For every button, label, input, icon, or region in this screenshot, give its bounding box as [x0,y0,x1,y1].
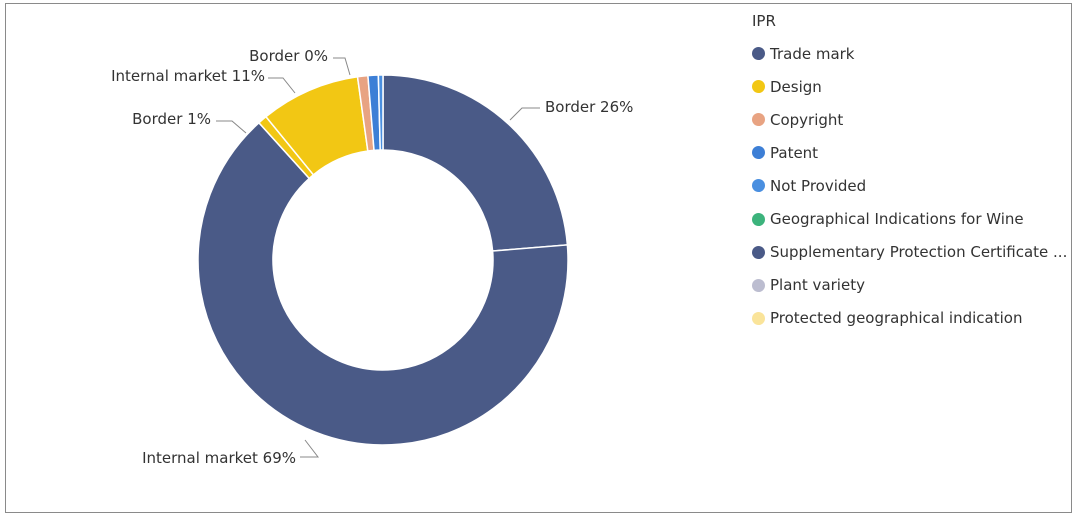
donut-slice-0[interactable] [382,74,569,252]
legend-item-label: Plant variety [770,276,865,295]
legend-item-label: Geographical Indications for Wine [770,210,1024,229]
slice-label-0: Border 26% [545,98,633,116]
leader-line-3 [268,77,296,94]
legend-marker-icon [752,311,765,325]
legend-item-3[interactable]: Patent [752,136,1067,169]
slice-label-2: Border 1% [132,110,211,128]
slice-label-1: Internal market 69% [142,449,296,467]
legend-item-5[interactable]: Geographical Indications for Wine [752,202,1067,235]
donut-chart: Border 26% Internal market 69% Border 1% In… [111,47,633,467]
legend-marker-icon [752,179,765,193]
legend-marker-icon [752,146,765,160]
leader-line-0 [509,107,540,121]
donut-slice-6[interactable] [377,74,384,151]
legend-item-label: Design [770,77,822,96]
legend-item-0[interactable]: Trade mark [752,37,1067,70]
legend-marker-icon [752,113,765,127]
legend-title: IPR [752,12,776,30]
legend-item-label: Trade mark [770,44,855,63]
legend-marker-icon [752,278,765,292]
donut-slice-1[interactable] [197,121,569,446]
legend-item-label: Supplementary Protection Certificate ... [770,243,1068,262]
legend-item-7[interactable]: Plant variety [752,269,1067,302]
legend-item-label: Copyright [770,110,844,129]
legend-item-label: Patent [770,143,819,162]
leader-line-2 [216,120,247,134]
leader-line-1 [300,439,320,458]
legend-item-2[interactable]: Copyright [752,103,1067,136]
legend-item-label: Not Provided [770,176,867,195]
legend-marker-icon [752,80,765,94]
slice-label-3: Internal market 11% [111,67,265,85]
legend-item-8[interactable]: Protected geographical indication [752,302,1067,335]
legend-marker-icon [752,47,765,61]
legend-marker-icon [752,212,765,226]
legend-item-1[interactable]: Design [752,70,1067,103]
legend-item-label: Protected geographical indication [770,309,1023,328]
legend-item-4[interactable]: Not Provided [752,169,1067,202]
slice-label-4: Border 0% [249,47,328,65]
leader-line-4 [333,57,351,76]
legend-item-6[interactable]: Supplementary Protection Certificate ... [752,236,1067,269]
legend: IPR Trade mark Design Copyright Patent Not P… [752,12,1067,335]
legend-marker-icon [752,245,765,259]
